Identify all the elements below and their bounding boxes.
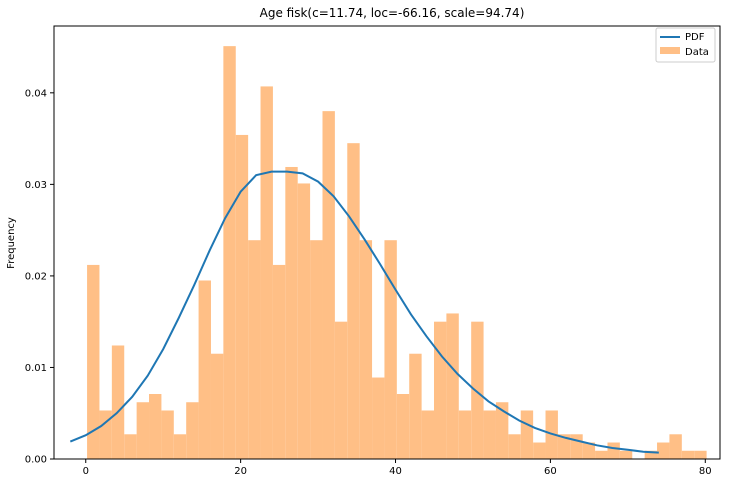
pdf-line	[69, 170, 659, 454]
histogram-bar	[421, 410, 435, 459]
histogram-bar	[409, 353, 422, 459]
histogram-bar	[520, 410, 534, 459]
histogram-bar	[347, 143, 360, 459]
x-tick-label: 40	[389, 466, 402, 477]
x-tick-label: 60	[544, 466, 557, 477]
histogram-bar	[124, 434, 137, 459]
histogram-bar	[669, 434, 682, 459]
legend-pdf-label: PDF	[685, 32, 705, 43]
legend-data-swatch	[660, 47, 680, 54]
histogram-bar	[396, 394, 410, 459]
histogram-bars	[87, 46, 707, 460]
histogram-bar	[310, 240, 323, 459]
y-axis-label: Frequency	[6, 217, 17, 269]
histogram-bar	[458, 410, 472, 459]
histogram-bar	[161, 410, 174, 459]
histogram-bar	[471, 321, 484, 459]
y-tick-label: 0.03	[25, 180, 47, 191]
histogram-bar	[210, 353, 224, 459]
histogram-bar	[248, 240, 261, 459]
histogram-bar	[694, 450, 707, 459]
plot-frame	[53, 25, 721, 460]
histogram-bar	[87, 264, 100, 459]
histogram-bar	[223, 46, 236, 460]
histogram-bar	[508, 434, 521, 459]
y-tick-label: 0.02	[25, 271, 47, 282]
histogram-bar	[619, 450, 633, 459]
histogram-bar	[235, 134, 249, 459]
histogram-bar	[334, 321, 348, 459]
histogram-bar	[657, 442, 670, 459]
x-tick-label: 20	[234, 466, 247, 477]
y-axis-ticks: 0.00 0.01 0.02 0.03 0.04	[25, 88, 54, 466]
y-tick-label: 0.04	[25, 88, 47, 99]
histogram-bar	[446, 313, 459, 459]
histogram-bar	[570, 434, 583, 459]
histogram-bar	[297, 183, 311, 460]
histogram-bar	[322, 111, 335, 459]
histogram-bar	[434, 321, 447, 459]
histogram-bar	[285, 166, 298, 459]
histogram-bar	[595, 450, 608, 459]
histogram-bar	[495, 402, 509, 459]
histogram-bar	[359, 240, 373, 459]
histogram-bar	[260, 86, 273, 459]
histogram-bar	[607, 442, 620, 459]
histogram-bar	[99, 410, 112, 459]
histogram-bar	[272, 264, 286, 459]
x-tick-label: 80	[699, 466, 712, 477]
histogram-bar	[582, 442, 596, 459]
histogram-bar	[557, 434, 571, 459]
y-tick-label: 0.00	[25, 455, 47, 466]
x-tick-label: 0	[83, 466, 89, 477]
x-axis-ticks: 0 20 40 60 80	[83, 459, 712, 477]
histogram-bar	[198, 280, 211, 459]
histogram-bar	[173, 434, 187, 459]
pdf-curve-group	[69, 170, 659, 454]
histogram-bar	[372, 377, 385, 459]
histogram-bar	[483, 410, 496, 459]
histogram-bar	[111, 345, 125, 459]
legend: PDF Data	[655, 27, 716, 63]
y-tick-label: 0.01	[25, 363, 47, 374]
histogram-bar	[533, 442, 546, 459]
histogram-bar	[186, 402, 199, 459]
histogram-bar	[681, 450, 695, 459]
legend-data-label: Data	[685, 47, 709, 58]
histogram-bar	[384, 240, 397, 459]
histogram-bar	[136, 402, 150, 459]
histogram-bar	[644, 450, 658, 459]
histogram-bar	[149, 394, 162, 459]
chart-title: Age fisk(c=11.74, loc=-66.16, scale=94.7…	[260, 6, 525, 20]
axes-frame	[53, 25, 721, 460]
